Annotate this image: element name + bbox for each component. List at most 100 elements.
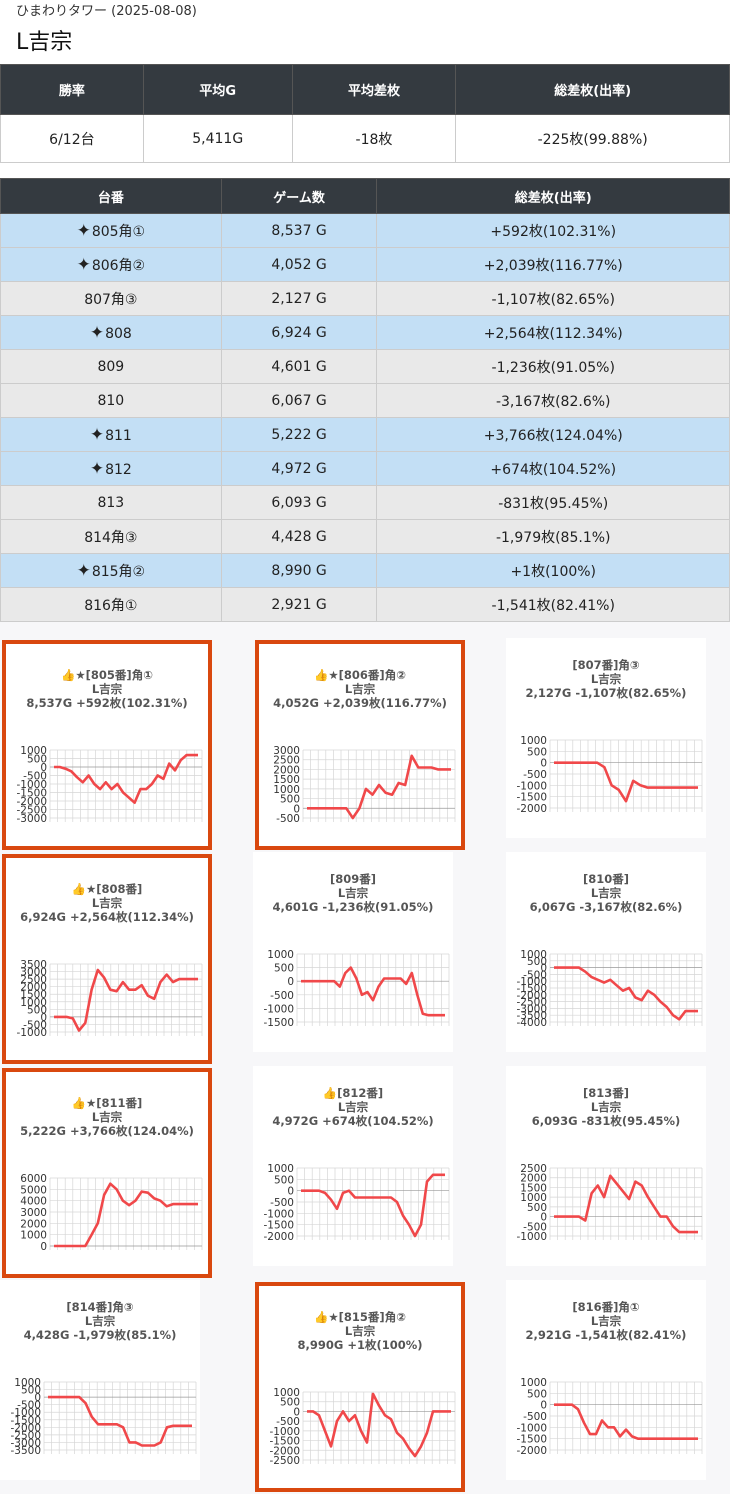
machine-number-cell[interactable]: ✦811 <box>0 417 222 452</box>
table-row[interactable]: 809 4,601 G -1,236枚(91.05%) <box>0 349 730 384</box>
table-row[interactable]: 816角① 2,921 G -1,541枚(82.41%) <box>0 587 730 622</box>
y-tick-label: -3500 <box>10 1445 41 1457</box>
machine-chart-card[interactable]: 👍★[808番] L吉宗 6,924G +2,564枚(112.34%) 3500 30… <box>2 854 212 1064</box>
machine-number-cell[interactable]: ✦815角② <box>0 553 222 588</box>
table-row[interactable]: ✦808 6,924 G +2,564枚(112.34%) <box>0 315 730 350</box>
y-tick-label: 0 <box>293 1406 300 1418</box>
machine-chart-card[interactable]: [814番]角③ L吉宗 4,428G -1,979枚(85.1%) 1000 500 0… <box>0 1280 200 1480</box>
table-row[interactable]: ✦815角② 8,990 G +1枚(100%) <box>0 553 730 588</box>
machine-number-cell[interactable]: ✦805角① <box>0 213 222 248</box>
machine-number[interactable]: 810 <box>97 392 125 409</box>
machine-games: 4,428 G <box>220 519 378 554</box>
machine-number[interactable]: 815角② <box>91 563 146 580</box>
summary-total-diff: -225枚(99.88%) <box>455 114 730 163</box>
chart-stats: 4,601G -1,236枚(91.05%) <box>272 900 434 914</box>
table-row[interactable]: ✦805角① 8,537 G +592枚(102.31%) <box>0 213 730 248</box>
series-line <box>54 753 198 805</box>
y-tick-label: -1000 <box>16 1027 47 1039</box>
machine-diff: -1,979枚(85.1%) <box>376 519 730 554</box>
chart-title: 👍★[815番]角② <box>314 1310 406 1324</box>
y-tick-label: 500 <box>527 1388 547 1400</box>
machine-chart-card[interactable]: 👍★[815番]角② L吉宗 8,990G +1枚(100%) 1000 500 0 -50… <box>255 1282 465 1492</box>
chart-stats: 5,222G +3,766枚(124.04%) <box>20 1124 194 1138</box>
machine-number-cell[interactable]: ✦812 <box>0 451 222 486</box>
chart-title: [807番]角③ <box>572 658 640 672</box>
machine-number-cell[interactable]: 807角③ <box>0 281 222 316</box>
y-tick-label: 0 <box>287 1186 294 1198</box>
machine-diff: -3,167枚(82.6%) <box>376 383 730 418</box>
series-line <box>54 968 198 1032</box>
machine-number-cell[interactable]: 810 <box>0 383 222 418</box>
y-tick-label: -2000 <box>10 1422 41 1434</box>
table-row[interactable]: 810 6,067 G -3,167枚(82.6%) <box>0 383 730 418</box>
machine-chart-card[interactable]: 👍★[811番] L吉宗 5,222G +3,766枚(124.04%) 6000 50… <box>2 1068 212 1278</box>
machine-number-cell[interactable]: 814角③ <box>0 519 222 554</box>
y-tick-label: 500 <box>27 754 47 766</box>
machine-number-cell[interactable]: 809 <box>0 349 222 384</box>
machine-number[interactable]: 805角① <box>91 223 146 240</box>
y-tick-label: -500 <box>270 1197 294 1209</box>
machine-number-cell[interactable]: 813 <box>0 485 222 520</box>
table-row[interactable]: ✦806角② 4,052 G +2,039枚(116.77%) <box>0 247 730 282</box>
machine-chart-card[interactable]: 👍★[805番]角① L吉宗 8,537G +592枚(102.31%) 1000 50… <box>2 640 212 850</box>
machine-chart-card[interactable]: 👍★[806番]角② L吉宗 4,052G +2,039枚(116.77%) 3000… <box>255 640 465 850</box>
machine-number-cell[interactable]: 816角① <box>0 587 222 622</box>
y-tick-label: 2500 <box>20 974 47 986</box>
machine-chart-card[interactable]: 👍[812番] L吉宗 4,972G +674枚(104.52%) 1000 500 0-… <box>253 1066 453 1266</box>
y-tick-label: -1000 <box>516 976 547 988</box>
machine-number[interactable]: 807角③ <box>84 291 138 308</box>
y-tick-label: -500 <box>17 1400 41 1412</box>
table-row[interactable]: 814角③ 4,428 G -1,979枚(85.1%) <box>0 519 730 554</box>
machine-chart-card[interactable]: [807番]角③ L吉宗 2,127G -1,107枚(82.65%) 1000 500… <box>506 638 706 838</box>
chart-machine-name: L吉宗 <box>91 896 123 910</box>
machine-number[interactable]: 808 <box>105 325 132 342</box>
y-tick-label: -3000 <box>16 813 47 825</box>
machine-number-cell[interactable]: ✦806角② <box>0 247 222 282</box>
y-tick-label: 1000 <box>520 949 547 961</box>
machine-chart-card[interactable]: [816番]角① L吉宗 2,921G -1,541枚(82.41%) 1000 500… <box>506 1280 706 1480</box>
y-tick-label: 500 <box>280 794 300 806</box>
machine-chart-card[interactable]: [809番] L吉宗 4,601G -1,236枚(91.05%) 1000 500 0 -… <box>253 852 453 1052</box>
machine-number-cell[interactable]: ✦808 <box>0 315 222 350</box>
machine-number[interactable]: 813 <box>97 494 125 511</box>
table-row[interactable]: 813 6,093 G -831枚(95.45%) <box>0 485 730 520</box>
machine-diff: -1,541枚(82.41%) <box>376 587 730 622</box>
y-tick-label: -1500 <box>516 792 547 804</box>
machine-number[interactable]: 809 <box>97 358 125 375</box>
machine-chart-card[interactable]: [813番] L吉宗 6,093G -831枚(95.45%) 2500 2000 150… <box>506 1066 706 1266</box>
machine-number[interactable]: 811 <box>105 427 132 444</box>
machine-chart-card[interactable]: [810番] L吉宗 6,067G -3,167枚(82.6%) 1000 500 0 -5… <box>506 852 706 1052</box>
machine-games: 6,924 G <box>220 315 378 350</box>
series-line <box>301 966 445 1017</box>
store-date-subtitle: ひまわりタワー (2025-08-08) <box>16 4 197 19</box>
series-line <box>554 966 698 1021</box>
machine-games: 8,537 G <box>220 213 378 248</box>
sparkle-icon: ✦ <box>76 220 91 241</box>
machine-number[interactable]: 814角③ <box>84 529 138 546</box>
y-tick-label: 0 <box>540 1212 547 1224</box>
y-tick-label: -500 <box>23 771 47 783</box>
y-tick-label: 1000 <box>520 1192 547 1204</box>
table-row[interactable]: ✦812 4,972 G +674枚(104.52%) <box>0 451 730 486</box>
machine-diff: +2,564枚(112.34%) <box>376 315 730 350</box>
machine-number[interactable]: 806角② <box>91 257 146 274</box>
table-row[interactable]: 807角③ 2,127 G -1,107枚(82.65%) <box>0 281 730 316</box>
chart-title: [814番]角③ <box>66 1300 134 1314</box>
summary-header-avg-diff: 平均差枚 <box>291 64 457 115</box>
machine-number[interactable]: 816角① <box>84 597 138 614</box>
y-tick-label: -1500 <box>10 1415 41 1427</box>
y-tick-label: -1000 <box>516 1231 547 1243</box>
chart-machine-name: L吉宗 <box>590 1100 622 1114</box>
y-tick-label: -2000 <box>516 1445 547 1457</box>
machine-number[interactable]: 812 <box>105 461 132 478</box>
machine-diff: -831枚(95.45%) <box>376 485 730 520</box>
y-tick-label: -1500 <box>263 1017 294 1029</box>
chart-title: [813番] <box>582 1086 630 1100</box>
table-row[interactable]: ✦811 5,222 G +3,766枚(124.04%) <box>0 417 730 452</box>
